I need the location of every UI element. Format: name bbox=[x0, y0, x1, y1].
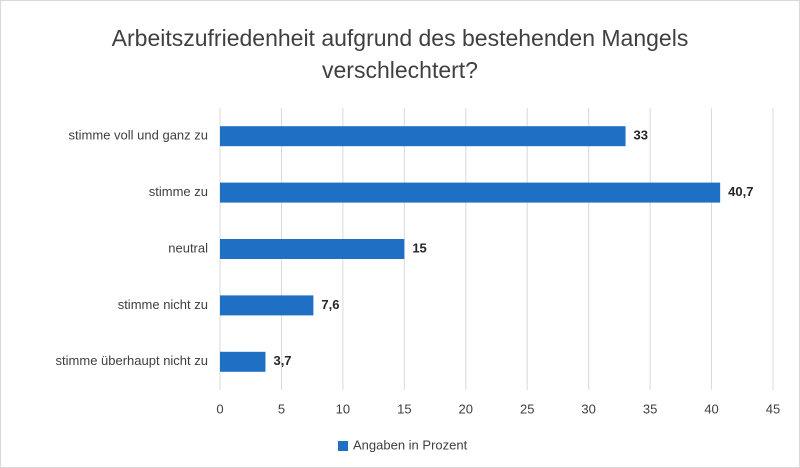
x-tick-label: 30 bbox=[581, 401, 595, 416]
chart-title: Arbeitszufriedenheit aufgrund des besteh… bbox=[111, 25, 689, 83]
x-tick-label: 20 bbox=[459, 401, 473, 416]
x-tick-label: 45 bbox=[766, 401, 780, 416]
bar bbox=[220, 351, 266, 372]
x-tick-label: 15 bbox=[397, 401, 411, 416]
x-tick-label: 35 bbox=[643, 401, 657, 416]
y-tick-label: stimme überhaupt nicht zu bbox=[56, 353, 208, 368]
x-tick-label: 10 bbox=[336, 401, 350, 416]
data-label: 33 bbox=[634, 128, 648, 143]
x-tick-label: 25 bbox=[520, 401, 534, 416]
bar bbox=[220, 295, 314, 316]
legend-swatch bbox=[338, 441, 348, 451]
y-tick-label: neutral bbox=[168, 240, 208, 255]
y-tick-label: stimme zu bbox=[149, 184, 208, 199]
data-label: 15 bbox=[412, 240, 426, 255]
legend-label: Angaben in Prozent bbox=[353, 437, 468, 452]
bar bbox=[220, 239, 405, 259]
x-tick-label: 5 bbox=[278, 401, 285, 416]
y-tick-label: stimme voll und ganz zu bbox=[69, 128, 208, 143]
x-tick-label: 0 bbox=[216, 401, 223, 416]
data-label: 7,6 bbox=[321, 297, 339, 312]
data-label: 3,7 bbox=[273, 353, 291, 368]
bar bbox=[220, 126, 626, 147]
bar bbox=[220, 182, 721, 203]
data-label: 40,7 bbox=[728, 184, 753, 199]
x-tick-label: 40 bbox=[704, 401, 718, 416]
y-tick-label: stimme nicht zu bbox=[118, 297, 208, 312]
